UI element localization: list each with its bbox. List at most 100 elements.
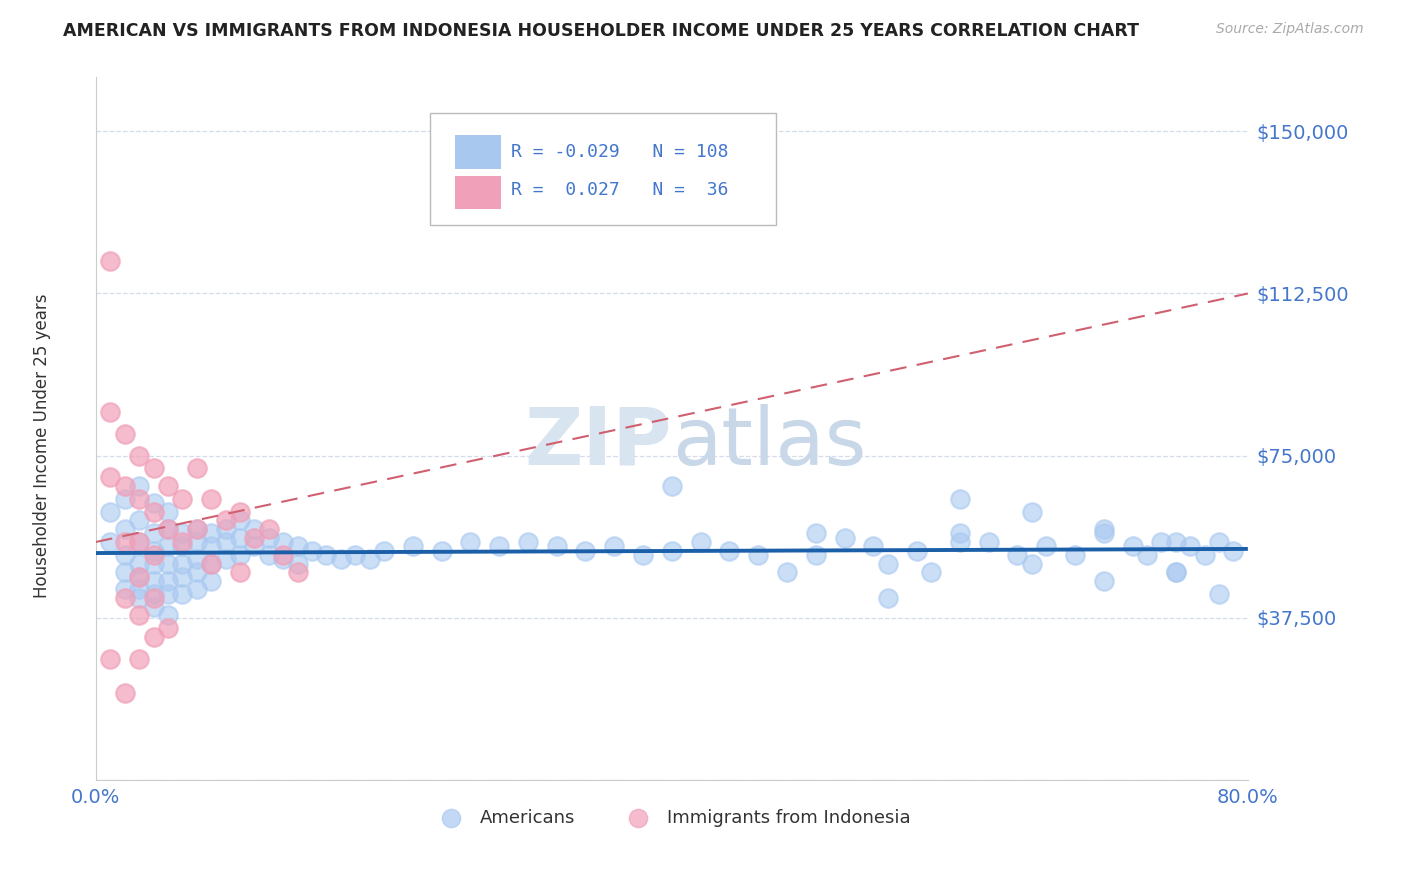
Point — [271, 548, 294, 562]
Point — [128, 491, 150, 506]
Point — [128, 582, 150, 597]
Point — [142, 630, 165, 644]
Point — [200, 491, 222, 506]
Point — [229, 531, 252, 545]
Point — [156, 587, 179, 601]
Point — [229, 505, 252, 519]
Point — [172, 587, 194, 601]
Bar — [456, 135, 502, 169]
Point — [98, 505, 121, 519]
Point — [200, 539, 222, 553]
Point — [1122, 539, 1144, 553]
Point — [949, 526, 972, 541]
Point — [603, 539, 626, 553]
Point — [689, 535, 711, 549]
Point — [114, 522, 136, 536]
Point — [128, 569, 150, 583]
Point — [862, 539, 884, 553]
Point — [142, 587, 165, 601]
Point — [156, 621, 179, 635]
Point — [214, 552, 236, 566]
Point — [98, 651, 121, 665]
Point — [200, 526, 222, 541]
Point — [1021, 505, 1043, 519]
Point — [156, 522, 179, 536]
Point — [373, 543, 395, 558]
Point — [172, 539, 194, 553]
Point — [747, 548, 769, 562]
Text: atlas: atlas — [672, 403, 866, 482]
Point — [114, 591, 136, 606]
Point — [804, 526, 827, 541]
Point — [186, 552, 208, 566]
Text: R = -0.029   N = 108: R = -0.029 N = 108 — [510, 143, 728, 161]
Point — [142, 574, 165, 588]
Point — [257, 548, 280, 562]
Point — [287, 565, 309, 579]
Point — [402, 539, 425, 553]
Point — [661, 479, 683, 493]
Point — [287, 557, 309, 571]
Point — [128, 449, 150, 463]
Point — [128, 569, 150, 583]
Point — [98, 470, 121, 484]
Point — [98, 254, 121, 268]
Point — [156, 539, 179, 553]
Point — [98, 405, 121, 419]
Point — [229, 548, 252, 562]
Point — [186, 461, 208, 475]
Point — [1150, 535, 1173, 549]
Point — [114, 548, 136, 562]
Point — [156, 608, 179, 623]
Point — [114, 491, 136, 506]
FancyBboxPatch shape — [430, 112, 776, 225]
Point — [1035, 539, 1057, 553]
Point — [128, 591, 150, 606]
Point — [1092, 526, 1115, 541]
Point — [430, 543, 453, 558]
Point — [156, 574, 179, 588]
Point — [200, 557, 222, 571]
Point — [1164, 565, 1187, 579]
Point — [186, 565, 208, 579]
Point — [661, 543, 683, 558]
Point — [142, 548, 165, 562]
Point — [458, 535, 481, 549]
Point — [315, 548, 337, 562]
Point — [229, 513, 252, 527]
Point — [128, 535, 150, 549]
Point — [114, 686, 136, 700]
Point — [186, 535, 208, 549]
Point — [114, 582, 136, 597]
Point — [128, 557, 150, 571]
Point — [949, 491, 972, 506]
Point — [1180, 539, 1202, 553]
Point — [142, 526, 165, 541]
Point — [172, 535, 194, 549]
Point — [287, 539, 309, 553]
Point — [243, 531, 266, 545]
Point — [359, 552, 381, 566]
Point — [1164, 535, 1187, 549]
Text: Householder Income Under 25 years: Householder Income Under 25 years — [34, 293, 51, 599]
Point — [257, 522, 280, 536]
Point — [186, 522, 208, 536]
Point — [271, 552, 294, 566]
Point — [114, 426, 136, 441]
Point — [156, 479, 179, 493]
Point — [876, 591, 898, 606]
Point — [156, 557, 179, 571]
Point — [114, 479, 136, 493]
Point — [186, 582, 208, 597]
Point — [574, 543, 596, 558]
Point — [128, 608, 150, 623]
Point — [114, 535, 136, 549]
Text: ZIP: ZIP — [524, 403, 672, 482]
Point — [718, 543, 741, 558]
Point — [1194, 548, 1216, 562]
Point — [142, 505, 165, 519]
Point — [229, 565, 252, 579]
Point — [128, 651, 150, 665]
Point — [156, 522, 179, 536]
Point — [243, 539, 266, 553]
